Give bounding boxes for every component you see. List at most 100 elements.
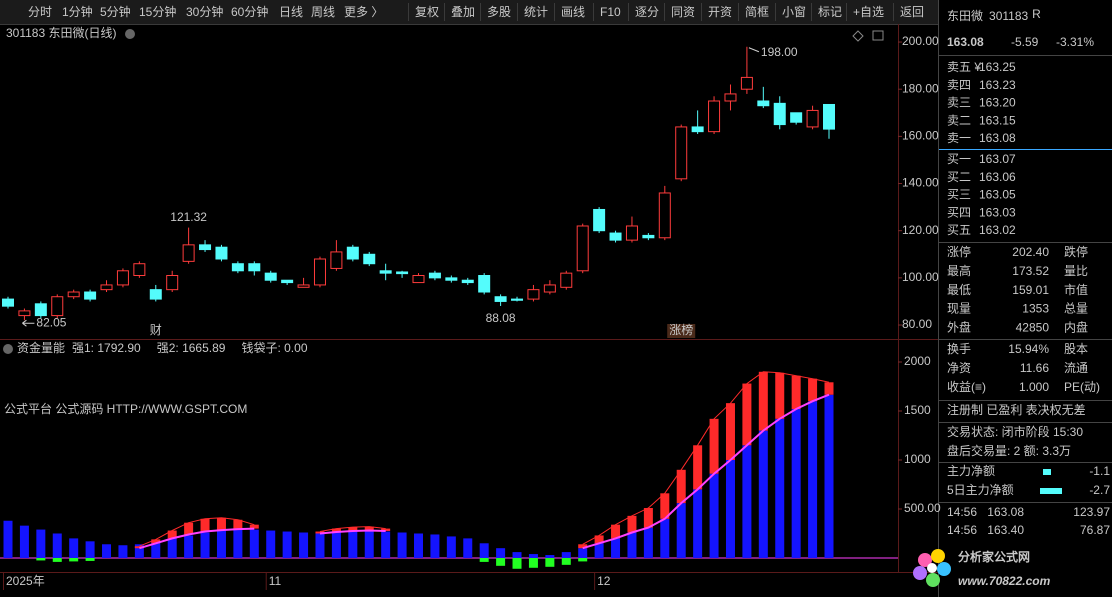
toolbar-button[interactable]: 开资 bbox=[708, 5, 732, 19]
strength-bar bbox=[151, 539, 161, 544]
stat-label: 换手 bbox=[947, 342, 971, 356]
icon-window[interactable] bbox=[872, 30, 884, 41]
stat-value: 42850 bbox=[1016, 320, 1050, 334]
x-tick-label: 2025年 bbox=[6, 574, 45, 588]
candle-body bbox=[149, 289, 162, 300]
title-dropdown[interactable] bbox=[125, 29, 135, 39]
tick-volume: 76.87 bbox=[1080, 523, 1110, 537]
toolbar-tab[interactable]: 分时 bbox=[28, 5, 52, 19]
bar bbox=[676, 503, 686, 558]
toolbar-button[interactable]: 简框 bbox=[745, 5, 769, 19]
x-tick-label: 12 bbox=[597, 574, 611, 588]
toolbar-tab[interactable]: 30分钟 bbox=[186, 4, 223, 19]
flower-center bbox=[927, 563, 937, 573]
bar bbox=[85, 541, 95, 558]
candle-body bbox=[34, 303, 47, 317]
toolbar-button[interactable]: 逐分 bbox=[635, 5, 659, 19]
toolbar-button[interactable]: 返回 bbox=[900, 5, 924, 19]
bar bbox=[233, 529, 243, 558]
annotation: 82.05 bbox=[36, 315, 66, 329]
legend-bg bbox=[14, 341, 314, 357]
candle-body bbox=[2, 298, 14, 307]
strength-bar bbox=[742, 383, 752, 446]
logo-name: 分析家公式网 bbox=[958, 549, 1030, 564]
bar bbox=[660, 518, 670, 558]
bar bbox=[561, 552, 571, 558]
bar bbox=[742, 445, 752, 558]
candle-body bbox=[297, 284, 310, 288]
candle-body bbox=[560, 272, 573, 288]
flow-value: -2.7 bbox=[1089, 483, 1110, 497]
flow-label: 主力净额 bbox=[947, 464, 995, 478]
tags: 注册制 已盈利 表决权无差 bbox=[947, 402, 1086, 417]
toolbar-button[interactable]: 同资 bbox=[671, 5, 695, 19]
icon-diamond[interactable] bbox=[852, 30, 864, 42]
candle-body bbox=[84, 291, 97, 300]
toolbar-tab[interactable]: 1分钟 bbox=[62, 4, 93, 19]
toolbar-tab[interactable]: 周线 bbox=[311, 5, 335, 19]
indicator-dropdown[interactable] bbox=[3, 344, 13, 354]
bar bbox=[134, 544, 144, 558]
strength-bar bbox=[643, 508, 653, 528]
marker: 财 bbox=[150, 323, 162, 337]
candle-body bbox=[133, 263, 146, 277]
y-tick-label: 2000 bbox=[904, 354, 931, 368]
candle-body bbox=[412, 275, 425, 284]
toolbar-button[interactable]: 标记 bbox=[818, 5, 842, 19]
candle-body bbox=[691, 126, 704, 133]
stat-label: 现量 bbox=[947, 302, 971, 316]
annotation: 198.00 bbox=[761, 45, 798, 59]
toolbar-button[interactable]: +自选 bbox=[853, 5, 884, 19]
candle-body bbox=[609, 232, 622, 241]
candle-body bbox=[543, 284, 556, 293]
negative-bar bbox=[479, 557, 489, 562]
toolbar-tab[interactable]: 60分钟 bbox=[231, 4, 268, 19]
toolbar-button[interactable]: F10 bbox=[600, 5, 621, 19]
toolbar-tab[interactable]: 5分钟 bbox=[100, 4, 131, 19]
legend-entry: 钱袋子: 0.00 bbox=[241, 340, 307, 355]
bar bbox=[52, 533, 62, 558]
bar bbox=[348, 531, 358, 558]
negative-bar bbox=[36, 557, 46, 561]
strength-bar bbox=[200, 518, 210, 532]
toolbar-tab[interactable]: 更多 〉 bbox=[344, 5, 383, 19]
bar bbox=[167, 538, 177, 558]
candle-body bbox=[740, 76, 753, 90]
bar bbox=[775, 418, 785, 558]
bar bbox=[725, 459, 735, 558]
indicator-title: 资金量能 bbox=[17, 340, 65, 355]
candle-body bbox=[199, 244, 212, 251]
toolbar-button[interactable]: 小窗 bbox=[782, 5, 806, 19]
ask-price: 163.23 bbox=[979, 78, 1016, 92]
bar bbox=[545, 555, 555, 558]
annotation: 88.08 bbox=[486, 311, 516, 325]
stat-label: 最高 bbox=[947, 263, 971, 278]
tick-time: 14:56 bbox=[947, 505, 977, 519]
toolbar-button[interactable]: 多股 bbox=[487, 5, 511, 19]
petal bbox=[926, 573, 940, 587]
marker-bg bbox=[667, 324, 696, 338]
bar bbox=[594, 543, 604, 558]
toolbar-button[interactable]: 复权 bbox=[415, 5, 439, 19]
bar bbox=[381, 531, 391, 558]
candle-body bbox=[100, 284, 113, 291]
bar bbox=[791, 409, 801, 558]
toolbar-button[interactable]: 叠加 bbox=[451, 5, 475, 19]
toolbar-tab[interactable]: 15分钟 bbox=[139, 4, 176, 19]
bar bbox=[200, 532, 210, 558]
stat-value: 11.66 bbox=[1020, 361, 1049, 375]
bar bbox=[3, 520, 13, 558]
candle-body bbox=[313, 258, 326, 286]
bar bbox=[36, 529, 46, 558]
stat-value: 159.01 bbox=[1012, 283, 1049, 297]
bar bbox=[216, 530, 226, 558]
toolbar-tab[interactable]: 日线 bbox=[279, 5, 303, 19]
toolbar-button[interactable]: 统计 bbox=[524, 5, 548, 19]
bar bbox=[364, 530, 374, 558]
bar bbox=[414, 533, 423, 558]
toolbar-button[interactable]: 画线 bbox=[561, 5, 585, 19]
flow-bar bbox=[1040, 488, 1062, 494]
candle-body bbox=[281, 279, 294, 284]
bar bbox=[315, 533, 325, 558]
